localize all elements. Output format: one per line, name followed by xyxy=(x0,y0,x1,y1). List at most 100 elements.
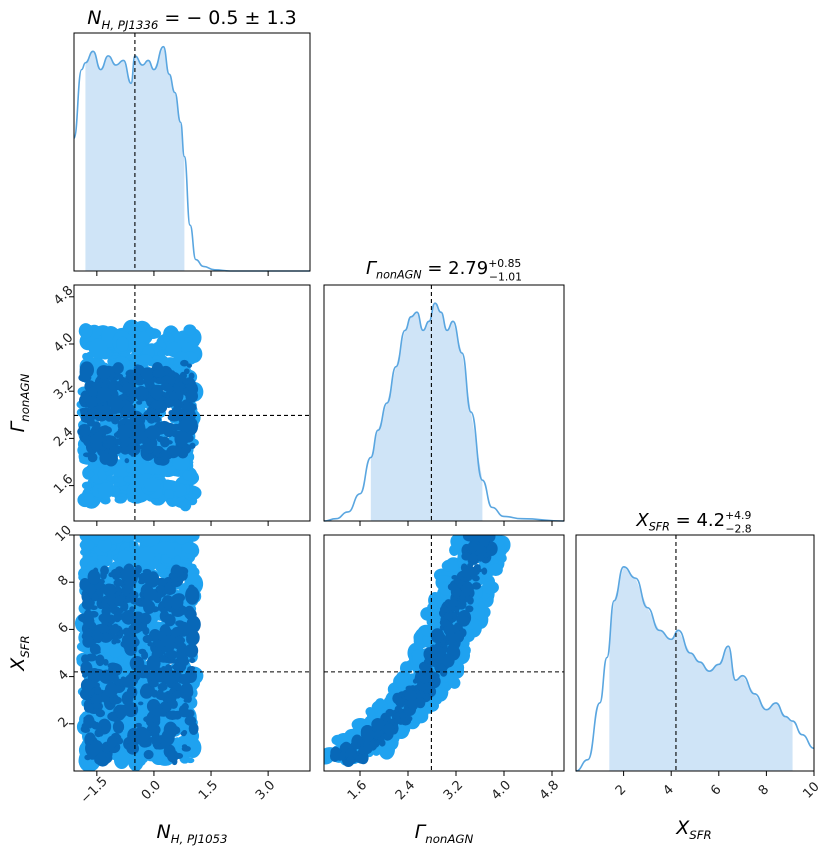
gamma-xsfr-outer-blob xyxy=(365,707,375,717)
nh-xsfr-inner-blob xyxy=(159,672,166,677)
median-line-layer xyxy=(74,33,677,771)
nh-gamma-inner-blob xyxy=(185,389,198,403)
gamma-marginal-frame xyxy=(323,284,565,522)
nh-xsfr-inner-blob xyxy=(167,751,176,757)
y2-tick-label: 3.2 xyxy=(51,378,76,403)
nh-xsfr-outer-blob xyxy=(113,750,130,770)
nh-xsfr-inner-blob xyxy=(165,631,172,637)
nh-xsfr-inner-blob xyxy=(155,577,168,587)
nh-xsfr-inner-blob xyxy=(142,568,152,575)
nh-xsfr-inner-blob xyxy=(93,682,100,688)
nh-gamma-inner-blob xyxy=(124,458,130,464)
gamma-xsfr-inner-blob xyxy=(444,621,452,627)
nh-gamma-inner-blob xyxy=(166,375,176,385)
nh-xsfr-outer-blob xyxy=(141,535,161,547)
gamma-xsfr-inner-blob xyxy=(423,658,430,664)
nh-gamma-outer-blob xyxy=(157,349,165,358)
nh-xsfr-inner-blob xyxy=(113,708,118,713)
nh-gamma-inner-blob xyxy=(142,449,150,455)
nh-gamma-2d-frame xyxy=(73,284,311,522)
nh-xsfr-inner-blob xyxy=(172,690,183,697)
nh-xsfr-inner-blob xyxy=(119,629,125,635)
gamma-xsfr-outer-blob xyxy=(482,580,499,595)
nh-gamma-outer-blob xyxy=(114,496,127,504)
nh-xsfr-inner-blob xyxy=(174,566,184,577)
nh-gamma-inner-blob xyxy=(188,372,195,380)
nh-xsfr-inner-blob xyxy=(95,654,105,667)
nh-gamma-inner-blob xyxy=(145,383,150,389)
y-axis-label-xsfr-symbol: X xyxy=(7,657,29,672)
nh-gamma-inner-blob xyxy=(117,436,132,447)
gamma-xsfr-inner-blob xyxy=(446,645,459,656)
nh-gamma-contours xyxy=(76,319,204,512)
nh-gamma-inner-blob xyxy=(156,435,165,443)
gamma-xsfr-outer-blob xyxy=(498,547,507,557)
gamma-xsfr-inner-blob xyxy=(442,653,455,668)
gamma-xsfr-inner-blob xyxy=(439,605,448,614)
nh-marginal-curve xyxy=(73,45,310,272)
nh-xsfr-inner-blob xyxy=(108,572,115,578)
nh-xsfr-inner-blob xyxy=(131,665,139,671)
y3-tick-label: 4 xyxy=(56,667,72,683)
nh-gamma-inner-blob xyxy=(96,365,111,380)
nh-gamma-inner-blob xyxy=(88,386,98,397)
nh-gamma-outer-blob xyxy=(87,470,95,478)
nh-xsfr-inner-blob xyxy=(190,717,196,725)
nh-xsfr-inner-blob xyxy=(174,752,184,759)
nh-xsfr-inner-blob xyxy=(149,680,159,688)
gamma-marginal-curve xyxy=(323,302,565,522)
gamma-xsfr-outer-blob xyxy=(496,540,504,547)
nh-xsfr-inner-blob xyxy=(121,610,136,625)
nh-gamma-inner-blob xyxy=(109,396,124,411)
nh-xsfr-inner-blob xyxy=(164,613,176,627)
gamma-xsfr-inner-blob xyxy=(471,582,481,590)
gamma-xsfr-inner-blob xyxy=(461,552,471,561)
nh-gamma-inner-blob xyxy=(136,387,149,397)
nh-xsfr-inner-blob xyxy=(135,722,142,728)
gamma-xsfr-inner-blob xyxy=(385,708,395,717)
nh-gamma-outer-blob xyxy=(162,335,170,342)
y3-tick-label: 8 xyxy=(56,573,72,589)
nh-gamma-inner-blob xyxy=(173,385,182,393)
nh-xsfr-outer-blob xyxy=(138,546,155,565)
nh-xsfr-inner-blob xyxy=(118,600,124,604)
nh-xsfr-inner-blob xyxy=(126,742,140,755)
nh-gamma-inner-blob xyxy=(163,385,175,393)
x1-tick-label: 1.5 xyxy=(196,778,221,803)
x1-tick-label: −1.5 xyxy=(78,774,111,807)
nh-xsfr-inner-blob xyxy=(105,674,111,681)
gamma-xsfr-inner-blob xyxy=(448,599,459,607)
y-axis-label-xsfr: XSFR xyxy=(7,635,32,671)
nh-gamma-inner-blob xyxy=(115,383,122,390)
nh-xsfr-inner-blob xyxy=(186,608,197,621)
nh-marginal-shaded-area xyxy=(85,46,185,271)
nh-xsfr-inner-blob xyxy=(109,625,119,635)
nh-xsfr-inner-blob xyxy=(94,583,101,590)
gamma-marginal-title: ΓnonAGN = 2.79+0.85 −1.01 xyxy=(366,257,522,284)
gamma-xsfr-outer-blob xyxy=(422,710,429,717)
x2-tick-label: 4.8 xyxy=(537,778,562,803)
nh-gamma-outer-blob xyxy=(182,470,192,481)
x2-tick-label: 3.2 xyxy=(441,778,466,803)
nh-xsfr-2d-frame xyxy=(73,534,311,772)
gamma-xsfr-inner-blob xyxy=(430,628,445,644)
gamma-xsfr-inner-blob xyxy=(330,746,341,759)
nh-xsfr-inner-blob xyxy=(147,642,154,647)
nh-xsfr-inner-blob xyxy=(158,703,163,710)
nh-xsfr-outer-blob xyxy=(109,646,122,658)
gamma-xsfr-outer-blob xyxy=(395,671,409,688)
nh-xsfr-inner-blob xyxy=(181,730,188,735)
nh-xsfr-inner-blob xyxy=(106,735,118,749)
nh-xsfr-inner-blob xyxy=(154,744,160,750)
nh-xsfr-inner-blob xyxy=(188,722,199,735)
contour-layer xyxy=(74,319,511,771)
nh-gamma-inner-blob xyxy=(100,405,112,417)
nh-xsfr-inner-blob xyxy=(80,661,93,676)
gamma-xsfr-2d-frame xyxy=(323,534,565,772)
y-axis-label-gamma-symbol: Γ xyxy=(7,420,29,432)
x-axis-label-xsfr-subscript: SFR xyxy=(689,828,711,842)
nh-gamma-outer-blob xyxy=(164,488,174,500)
nh-xsfr-inner-blob xyxy=(185,586,200,605)
nh-xsfr-inner-blob xyxy=(142,634,153,644)
nh-gamma-inner-blob xyxy=(180,359,189,367)
